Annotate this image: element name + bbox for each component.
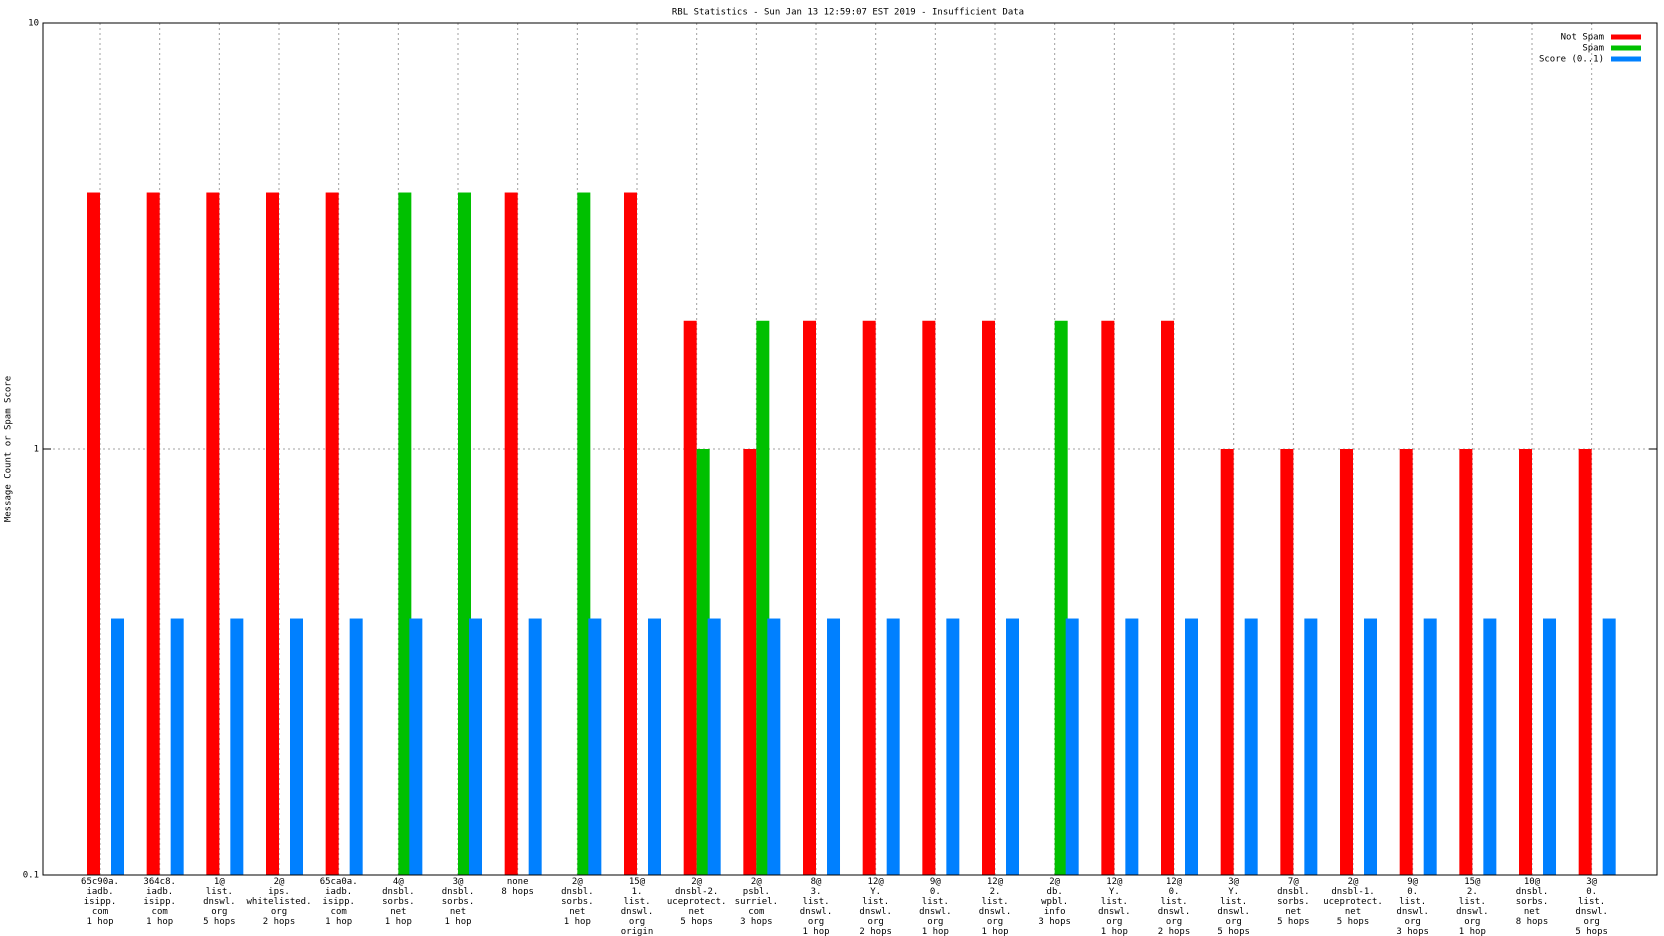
x-tick-label: 12@ 2. list. dnswl. org 1 hop [979,877,1012,936]
x-tick-label: none 8 hops [501,877,534,897]
bar [1483,618,1497,875]
x-tick-label: 364c8. iadb. isipp. com 1 hop [143,877,176,927]
bar [1399,449,1413,875]
legend-swatch [1611,34,1641,40]
bar [946,618,960,875]
bar [922,320,936,875]
x-tick-label: 1@ list. dnswl. org 5 hops [203,877,236,927]
x-tick-label: 9@ 0. list. dnswl. org 1 hop [919,877,952,936]
bar [1065,618,1079,875]
bar [290,618,304,875]
bar [756,320,770,875]
bar [743,449,757,875]
bar [886,618,900,875]
bar [624,192,638,875]
x-tick-label: 2@ db. wpbl. info 3 hops [1038,877,1071,927]
bar [325,192,339,875]
x-tick-label: 12@ Y. list. dnswl. org 2 hops [859,877,892,936]
legend-swatch [1611,45,1641,51]
legend-swatch [1611,56,1641,62]
bar [696,449,710,875]
bar [707,618,721,875]
bar [588,618,602,875]
bar [1459,449,1473,875]
bar [1519,449,1533,875]
x-tick-label: 8@ 3. list. dnswl. org 1 hop [800,877,833,936]
x-tick-label: 3@ 0. list. dnswl. org 5 hops [1575,877,1608,936]
bar [982,320,996,875]
bar [458,192,472,875]
x-tick-label: 12@ Y. list. dnswl. org 1 hop [1098,877,1131,936]
bar [1054,320,1068,875]
bar [398,192,412,875]
x-tick-label: 10@ dnsbl. sorbs. net 8 hops [1516,877,1549,927]
bar [1423,618,1437,875]
y-axis-label: Message Count or Spam Score [4,376,14,522]
bar [1101,320,1115,875]
bar [767,618,781,875]
chart-title: RBL Statistics - Sun Jan 13 12:59:07 EST… [672,8,1024,18]
bar [1602,618,1616,875]
bar [1125,618,1139,875]
bar [469,618,483,875]
bar [827,618,841,875]
bar [1304,618,1318,875]
bar [1185,618,1199,875]
bar [1543,618,1557,875]
bar [1006,618,1020,875]
bar [803,320,817,875]
legend-label: Spam [1582,44,1604,54]
x-tick-label: 65c90a. iadb. isipp. com 1 hop [81,877,119,927]
bar [1280,449,1294,875]
bar [862,320,876,875]
bar [1220,449,1234,875]
x-tick-label: 3@ dnsbl. sorbs. net 1 hop [442,877,475,927]
bar [111,618,124,875]
bar [146,192,160,875]
x-tick-label: 7@ dnsbl. sorbs. net 5 hops [1277,877,1310,927]
bar [1364,618,1378,875]
x-tick-label: 2@ dnsbl-2. uceprotect. net 5 hops [667,877,727,927]
bar [230,618,244,875]
x-tick-label: 12@ 0. list. dnswl. org 2 hops [1158,877,1191,936]
x-tick-label: 15@ 2. list. dnswl. org 1 hop [1456,877,1489,936]
bar [1244,618,1258,875]
bar [577,192,591,875]
bar [1161,320,1175,875]
bar [683,320,697,875]
x-tick-label: 3@ Y. list. dnswl. org 5 hops [1217,877,1250,936]
x-tick-label: 2@ ips. whitelisted. org 2 hops [246,877,311,927]
y-tick-label: 10 [28,19,39,29]
x-tick-label: 15@ 1. list. dnswl. org origin [621,877,654,936]
legend-label: Score (0..1) [1539,55,1604,65]
bar [266,192,280,875]
bar [409,618,423,875]
bar [349,618,363,875]
x-tick-label: 2@ psbl. surriel. com 3 hops [735,877,778,927]
x-tick-label: 4@ dnsbl. sorbs. net 1 hop [382,877,415,927]
bar [648,618,662,875]
bar [87,192,100,875]
x-tick-label: 9@ 0. list. dnswl. org 3 hops [1396,877,1429,936]
legend-label: Not Spam [1561,33,1604,43]
plot-frame [42,22,1658,876]
bar [504,192,518,875]
x-tick-label: 2@ dnsbl. sorbs. net 1 hop [561,877,594,927]
x-tick-label: 2@ dnsbl-1. uceprotect. net 5 hops [1323,877,1383,927]
bar [206,192,220,875]
y-tick-label: 0.1 [23,871,39,881]
y-tick-label: 1 [34,445,39,455]
bar [170,618,184,875]
bar [1578,449,1592,875]
x-tick-label: 65ca0a. iadb. isipp. com 1 hop [320,877,358,927]
bar [1340,449,1354,875]
bar [528,618,542,875]
